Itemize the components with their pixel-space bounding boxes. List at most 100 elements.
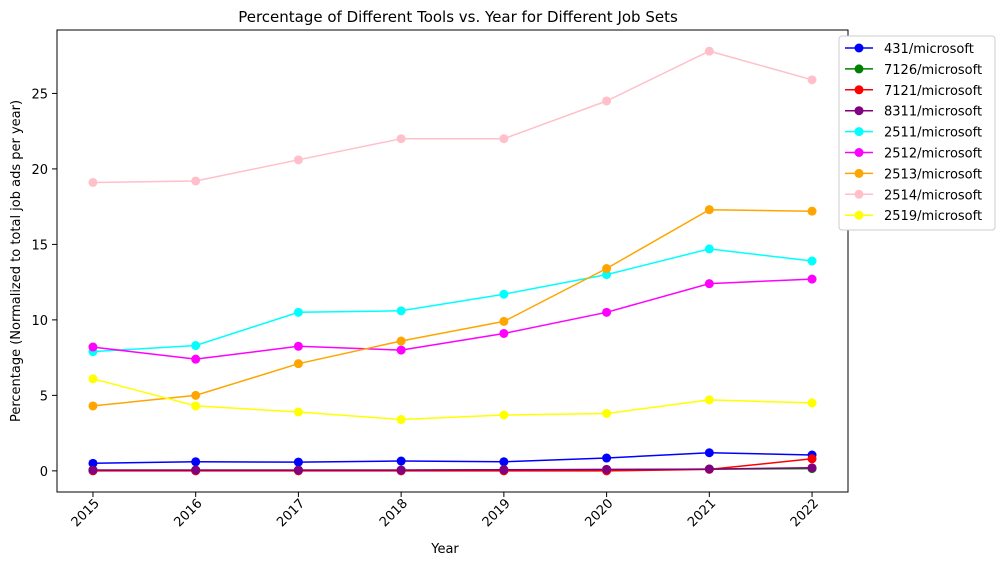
- data-point: [602, 264, 612, 274]
- legend-item: 2514/microsoft: [845, 188, 982, 203]
- legend: 431/microsoft 7126/microsoft 7121/microsof…: [838, 35, 996, 231]
- data-point: [602, 453, 612, 463]
- legend-label: 2511/microsoft: [884, 126, 982, 141]
- data-point: [602, 307, 612, 317]
- data-point: [88, 177, 98, 187]
- data-point: [499, 316, 509, 326]
- data-point: [499, 134, 509, 144]
- legend-label: 7121/microsoft: [884, 84, 982, 99]
- y-axis-title: Percentage (Normalized to total job ads …: [9, 100, 24, 422]
- x-tick-label: 2016: [172, 496, 206, 530]
- y-tick-label: 15: [31, 238, 48, 253]
- legend-marker: [854, 127, 864, 137]
- chart-title: Percentage of Different Tools vs. Year f…: [238, 8, 678, 26]
- x-axis-title: Year: [430, 542, 459, 557]
- series-8311-microsoft: [88, 463, 817, 475]
- series-2512-microsoft: [88, 274, 817, 364]
- series-2513-microsoft: [88, 205, 817, 411]
- legend-item: 2519/microsoft: [845, 209, 982, 224]
- data-point: [499, 410, 509, 420]
- data-point: [704, 448, 714, 458]
- data-point: [191, 176, 201, 186]
- data-point: [88, 342, 98, 352]
- data-point: [807, 398, 817, 408]
- data-point: [396, 415, 406, 425]
- legend-label: 2514/microsoft: [884, 188, 982, 203]
- legend-label: 2519/microsoft: [884, 209, 982, 224]
- legend-label: 8311/microsoft: [884, 105, 982, 120]
- series-2514-microsoft: [88, 46, 817, 187]
- legend-item: 7126/microsoft: [845, 63, 982, 78]
- series-2511-microsoft: [88, 244, 817, 357]
- series-line: [92, 278, 813, 360]
- y-tick-label: 25: [31, 87, 48, 102]
- legend-item: 2512/microsoft: [845, 147, 982, 162]
- data-point: [602, 464, 612, 474]
- data-point: [704, 279, 714, 289]
- legend-item: 2513/microsoft: [845, 167, 982, 182]
- data-point: [602, 408, 612, 418]
- legend-label: 431/microsoft: [884, 42, 974, 57]
- data-point: [499, 457, 509, 467]
- data-point: [293, 457, 303, 467]
- legend-marker: [854, 43, 864, 53]
- legend-item: 7121/microsoft: [845, 84, 982, 99]
- x-tick-label: 2019: [480, 496, 514, 530]
- x-tick-label: 2020: [582, 496, 616, 530]
- data-point: [191, 465, 201, 475]
- y-tick-label: 5: [40, 389, 48, 404]
- data-point: [807, 206, 817, 216]
- data-point: [704, 205, 714, 215]
- plot-area: [56, 29, 849, 493]
- data-point: [704, 464, 714, 474]
- data-point: [396, 336, 406, 346]
- data-point: [293, 465, 303, 475]
- x-tick-label: 2022: [788, 496, 822, 530]
- data-point: [293, 307, 303, 317]
- x-axis: 2015 2016 2017 2018 2019 2020 2021 2022: [69, 492, 822, 530]
- y-tick-label: 20: [31, 163, 48, 178]
- y-tick-label: 10: [31, 314, 48, 329]
- legend-item: 431/microsoft: [845, 42, 974, 57]
- legend-marker: [854, 148, 864, 157]
- data-point: [807, 274, 817, 284]
- data-point: [396, 345, 406, 355]
- series-line: [92, 208, 813, 407]
- legend-item: 2511/microsoft: [845, 126, 982, 141]
- series-line: [92, 451, 813, 465]
- data-point: [602, 96, 612, 106]
- data-point: [191, 390, 201, 400]
- data-point: [807, 454, 817, 464]
- data-point: [191, 354, 201, 364]
- series-line: [92, 378, 813, 421]
- data-point: [807, 75, 817, 85]
- data-point: [396, 465, 406, 475]
- data-point: [293, 155, 303, 165]
- legend-item: 8311/microsoft: [845, 105, 982, 120]
- legend-label: 2512/microsoft: [884, 147, 982, 162]
- legend-label: 7126/microsoft: [884, 63, 982, 78]
- data-point: [396, 456, 406, 466]
- data-point: [191, 401, 201, 411]
- series-line: [93, 467, 813, 471]
- series-2519-microsoft: [88, 374, 817, 425]
- data-point: [191, 457, 201, 467]
- data-point: [396, 134, 406, 144]
- x-tick-label: 2015: [69, 496, 103, 530]
- data-point: [704, 395, 714, 405]
- data-point: [293, 359, 303, 369]
- series-line: [92, 50, 813, 184]
- legend-marker: [854, 210, 864, 220]
- y-axis: 0 5 10 15 20 25: [31, 87, 57, 480]
- x-tick-label: 2021: [685, 496, 719, 530]
- legend-marker: [854, 64, 864, 74]
- data-point: [396, 306, 406, 316]
- data-point: [191, 341, 201, 351]
- data-point: [293, 341, 303, 351]
- x-tick-label: 2017: [274, 496, 308, 530]
- legend-marker: [854, 168, 864, 178]
- data-point: [499, 289, 509, 299]
- data-point: [88, 374, 98, 384]
- legend-marker: [854, 106, 864, 116]
